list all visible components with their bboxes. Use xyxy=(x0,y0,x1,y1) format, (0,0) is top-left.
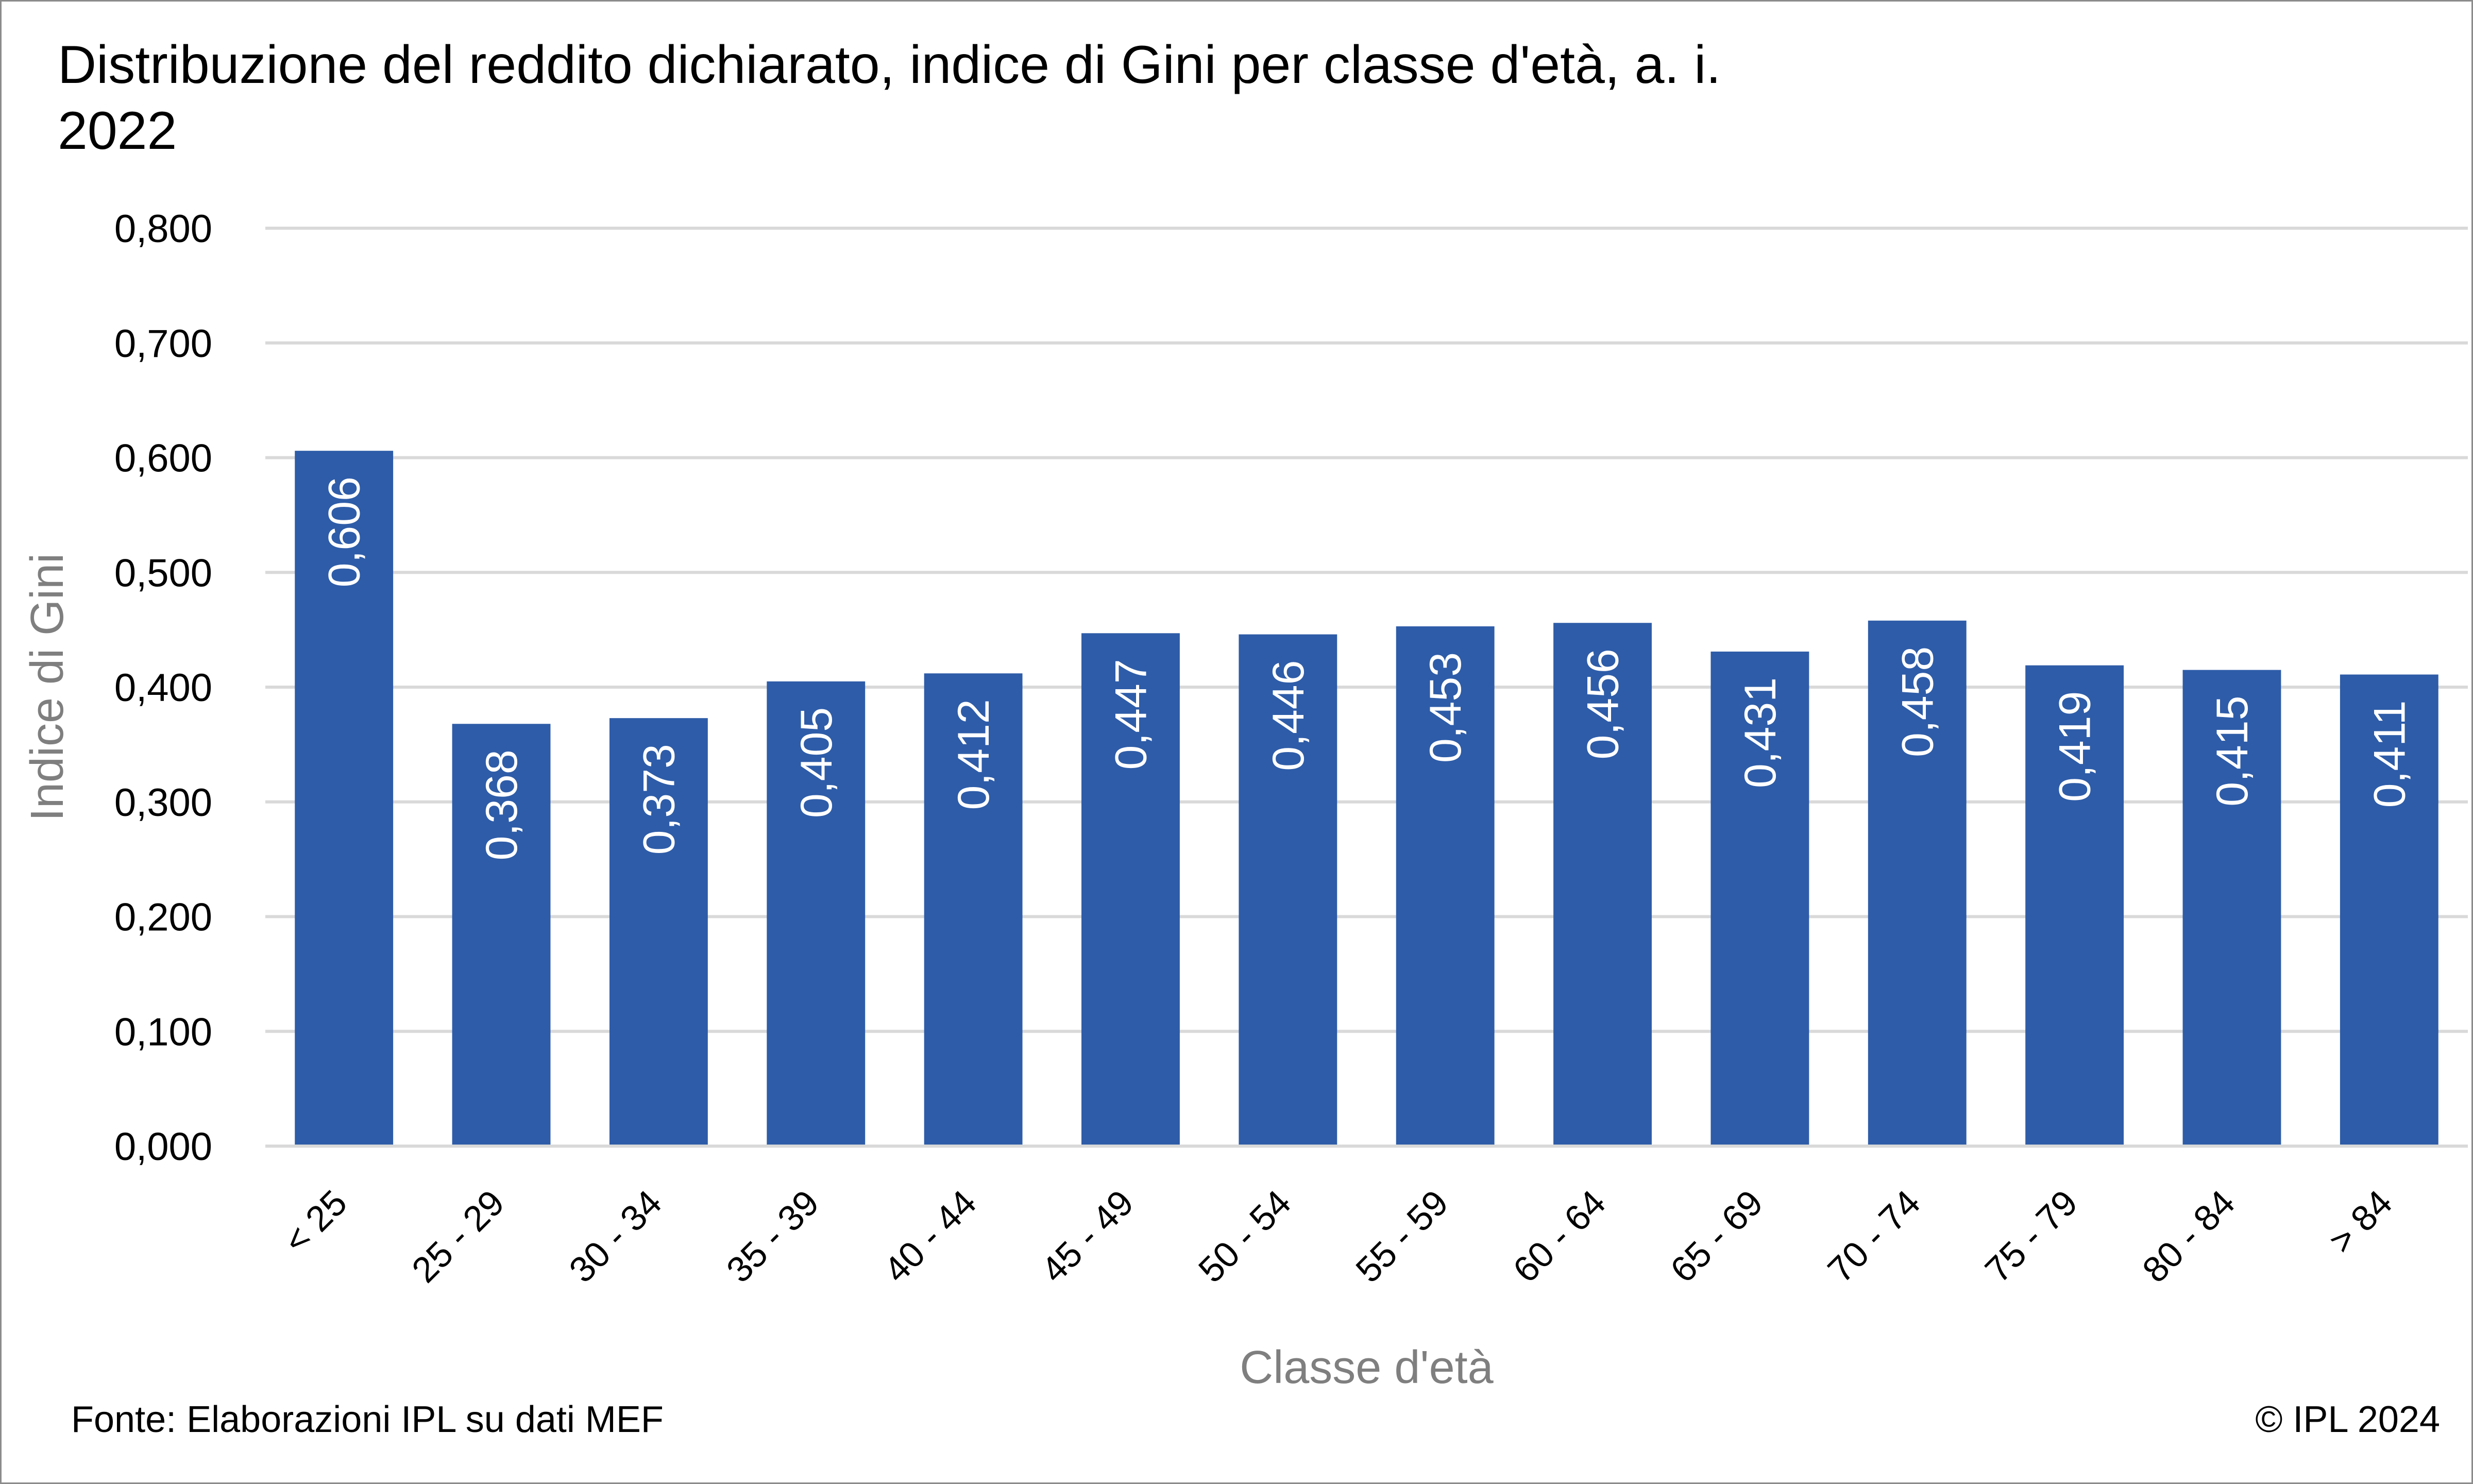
y-tick-label: 0,100 xyxy=(114,1010,212,1054)
bar xyxy=(924,673,1023,1146)
chart-title-line-1: Distribuzione del reddito dichiarato, in… xyxy=(58,35,1721,95)
bars xyxy=(295,451,2438,1146)
bar xyxy=(2025,665,2124,1146)
x-tick-label: 30 - 34 xyxy=(562,1182,669,1290)
bar xyxy=(767,681,866,1146)
y-axis-title: Indice di Gini xyxy=(22,553,73,821)
x-tick-label: 60 - 64 xyxy=(1505,1182,1613,1290)
y-tick-label: 0,600 xyxy=(114,437,212,481)
x-tick-label: 45 - 49 xyxy=(1034,1182,1141,1290)
x-tick-label: 55 - 59 xyxy=(1348,1182,1456,1290)
bar-value-label: 0,447 xyxy=(1106,659,1156,770)
x-tick-label: > 84 xyxy=(2321,1182,2400,1261)
y-tick-label: 0,000 xyxy=(114,1125,212,1169)
x-tick-label: 40 - 44 xyxy=(876,1182,984,1290)
data-labels: 0,606 0,368 0,373 0,405 0,412 0,447 0,446 0,453… xyxy=(320,476,2415,860)
bar xyxy=(2182,670,2281,1146)
y-tick-label: 0,300 xyxy=(114,781,212,825)
bar-value-label: 0,412 xyxy=(949,699,998,810)
copyright-note: © IPL 2024 xyxy=(2255,1399,2440,1440)
bar-value-label: 0,411 xyxy=(2365,700,2414,808)
y-axis-ticks: 0,000 0,100 0,200 0,300 0,400 0,500 0,600 0,700… xyxy=(114,207,212,1169)
x-tick-label: 80 - 84 xyxy=(2135,1182,2242,1290)
y-tick-label: 0,200 xyxy=(114,896,212,940)
bar xyxy=(609,718,708,1146)
bar-value-label: 0,415 xyxy=(2208,696,2257,807)
bar-value-label: 0,431 xyxy=(1736,677,1785,788)
bar-value-label: 0,405 xyxy=(792,707,841,818)
bar xyxy=(1710,651,1809,1146)
bar xyxy=(1239,634,1337,1146)
bar xyxy=(2340,674,2438,1146)
bar-value-label: 0,419 xyxy=(2051,691,2100,802)
bar xyxy=(1868,620,1967,1146)
bar-value-label: 0,446 xyxy=(1264,660,1313,771)
x-tick-label: 70 - 74 xyxy=(1820,1182,1928,1290)
x-tick-label: < 25 xyxy=(276,1182,354,1261)
bar xyxy=(452,724,551,1146)
y-tick-label: 0,800 xyxy=(114,207,212,251)
x-tick-label: 65 - 69 xyxy=(1663,1182,1770,1290)
bar xyxy=(1396,626,1495,1146)
x-tick-label: 25 - 29 xyxy=(404,1182,512,1290)
x-tick-label: 50 - 54 xyxy=(1191,1182,1298,1290)
x-tick-label: 75 - 79 xyxy=(1977,1182,2085,1290)
bar-value-label: 0,606 xyxy=(320,476,369,587)
bar-value-label: 0,458 xyxy=(1893,646,1942,757)
source-note: Fonte: Elaborazioni IPL su dati MEF xyxy=(71,1399,664,1440)
y-tick-label: 0,500 xyxy=(114,551,212,595)
chart-title-line-2: 2022 xyxy=(58,101,177,161)
x-tick-label: 35 - 39 xyxy=(719,1182,826,1290)
bar xyxy=(1081,633,1180,1146)
bar xyxy=(295,451,394,1146)
x-axis-ticks: < 25 25 - 29 30 - 34 35 - 39 40 - 44 45 - 49 5… xyxy=(276,1182,2400,1290)
gridlines xyxy=(265,227,2468,1033)
y-tick-label: 0,400 xyxy=(114,666,212,710)
x-axis-title: Classe d'età xyxy=(1240,1342,1494,1393)
bar-value-label: 0,373 xyxy=(634,744,684,855)
chart-title: Distribuzione del reddito dichiarato, in… xyxy=(58,32,2376,164)
bar-value-label: 0,453 xyxy=(1421,652,1470,763)
bar-value-label: 0,456 xyxy=(1579,649,1628,759)
y-tick-label: 0,700 xyxy=(114,322,212,366)
bar-value-label: 0,368 xyxy=(477,749,527,860)
bar xyxy=(1553,623,1652,1146)
